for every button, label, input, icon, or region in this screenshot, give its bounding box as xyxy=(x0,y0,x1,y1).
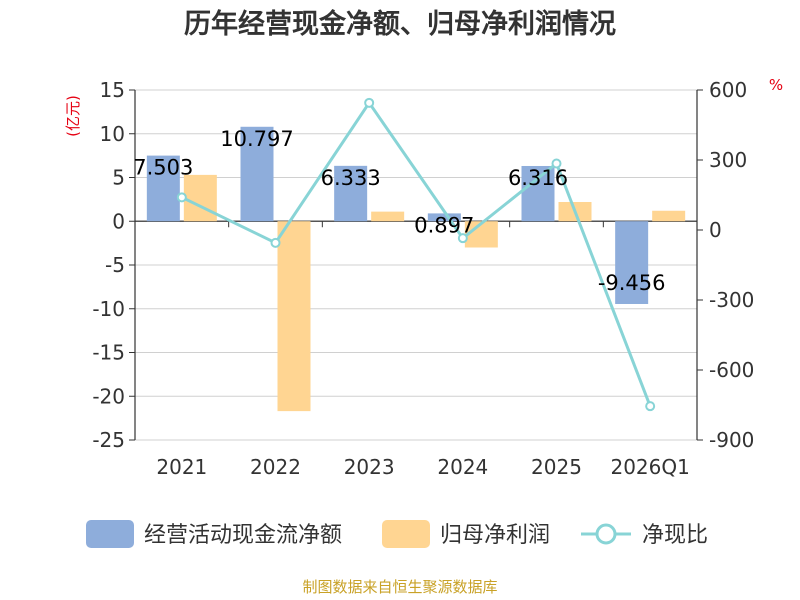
x-tick-label: 2024 xyxy=(437,455,488,479)
cashflow-bar xyxy=(615,221,649,304)
right-axis-unit: % xyxy=(769,76,783,94)
legend-swatch-cashflow xyxy=(86,520,134,548)
ratio-point xyxy=(645,401,656,412)
cashflow-data-label: 10.797 xyxy=(220,127,293,151)
ratio-point xyxy=(176,192,187,203)
bars xyxy=(146,126,686,412)
x-tick-label: 2021 xyxy=(156,455,207,479)
legend-swatch-ratio-marker xyxy=(595,523,617,545)
source-note: 制图数据来自恒生聚源数据库 xyxy=(302,578,497,596)
x-axis-ticks: 2021 2022 2023 2024 2025 2026Q1 xyxy=(134,221,698,479)
cashflow-data-label: -9.456 xyxy=(598,271,666,295)
right-tick-label: 0 xyxy=(709,218,722,242)
legend[interactable]: 经营活动现金流净额 归母净利润 净现比 xyxy=(86,520,708,548)
left-tick-label: -20 xyxy=(92,384,125,408)
right-axis-ticks: 600 300 0 -300 -600 -900 xyxy=(697,78,754,452)
cashflow-bar xyxy=(427,213,461,222)
left-tick-label: -5 xyxy=(105,253,125,277)
cashflow-bar xyxy=(146,155,180,222)
left-axis-unit: (亿元) xyxy=(64,95,82,137)
netprofit-bar xyxy=(652,210,686,222)
cashflow-bar xyxy=(334,165,368,222)
ratio-point xyxy=(364,97,375,108)
x-tick-label: 2026Q1 xyxy=(610,455,689,479)
left-tick-label: -25 xyxy=(92,428,125,452)
left-tick-label: 0 xyxy=(112,209,125,233)
data-labels: 7.503 10.797 6.333 0.897 6.316 -9.456 xyxy=(133,127,665,295)
x-tick-label: 2025 xyxy=(531,455,582,479)
cashflow-data-label: 7.503 xyxy=(133,156,193,180)
ratio-line xyxy=(176,97,656,412)
netprofit-bar xyxy=(277,221,311,412)
legend-label-cashflow[interactable]: 经营活动现金流净额 xyxy=(144,523,342,548)
netprofit-bar xyxy=(371,211,405,222)
left-tick-label: -10 xyxy=(92,297,125,321)
right-tick-label: -300 xyxy=(709,288,754,312)
right-tick-label: 600 xyxy=(709,78,747,102)
legend-label-netprofit[interactable]: 归母净利润 xyxy=(440,523,550,548)
ratio-point xyxy=(551,158,562,169)
netprofit-bar xyxy=(464,221,498,248)
legend-swatch-netprofit xyxy=(382,520,430,548)
right-tick-label: -600 xyxy=(709,358,754,382)
x-tick-label: 2022 xyxy=(250,455,301,479)
left-tick-label: -15 xyxy=(92,341,125,365)
left-axis-ticks: 15 10 5 0 -5 -10 -15 -20 -25 xyxy=(92,78,135,452)
ratio-line-path xyxy=(181,100,652,407)
left-tick-label: 15 xyxy=(100,78,125,102)
right-tick-label: -900 xyxy=(709,428,754,452)
right-tick-label: 300 xyxy=(709,148,747,172)
cashflow-data-label: 6.316 xyxy=(508,166,568,190)
ratio-point xyxy=(270,237,281,248)
cashflow-data-label: 6.333 xyxy=(321,166,381,190)
x-tick-label: 2023 xyxy=(344,455,395,479)
chart-title: 历年经营现金净额、归母净利润情况 xyxy=(184,8,616,40)
legend-label-ratio[interactable]: 净现比 xyxy=(642,523,708,548)
netprofit-bar xyxy=(183,174,217,222)
cashflow-data-label: 0.897 xyxy=(414,213,474,237)
ratio-point xyxy=(457,233,468,244)
left-tick-label: 5 xyxy=(112,166,125,190)
cashflow-bar xyxy=(240,126,274,222)
left-tick-label: 10 xyxy=(100,122,125,146)
cashflow-bar xyxy=(521,165,555,222)
